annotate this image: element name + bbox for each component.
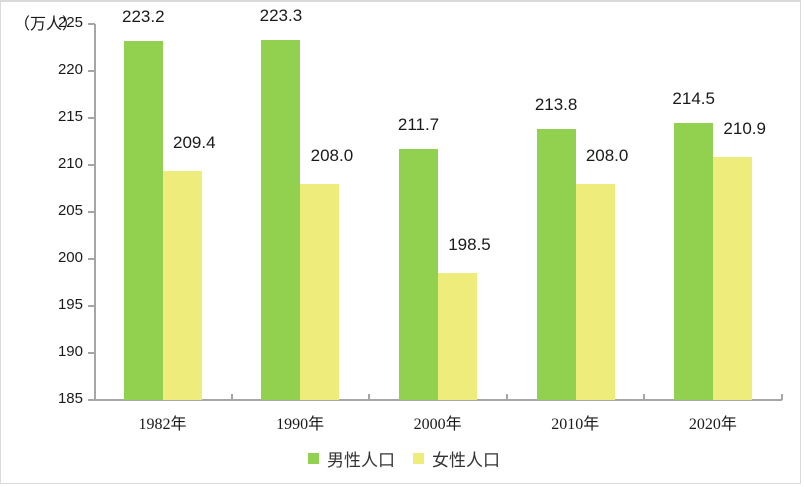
legend-item: 男性人口	[308, 446, 395, 471]
x-axis-label: 1990年	[276, 416, 325, 433]
y-axis-tick	[88, 23, 95, 25]
legend-swatch-icon	[308, 453, 319, 464]
y-axis-tick-label: 185	[57, 390, 83, 407]
bar-female-population	[438, 273, 477, 400]
bar-female-population	[162, 170, 202, 400]
bar-female-population	[713, 156, 753, 400]
y-axis-tick-label: 215	[57, 108, 83, 125]
x-axis-label: 2020年	[688, 416, 737, 433]
y-axis-tick-label: 220	[57, 61, 83, 78]
x-axis-line	[94, 399, 782, 401]
y-axis-tick	[88, 258, 95, 260]
x-axis-tick	[230, 394, 233, 400]
data-label: 213.8	[534, 95, 578, 115]
bar-male-population	[261, 39, 301, 400]
x-axis-tick	[505, 394, 508, 400]
data-label: 198.5	[448, 235, 491, 255]
y-axis-tick	[88, 352, 95, 354]
data-label: 208.0	[310, 145, 354, 165]
y-axis-tick-label: 190	[57, 343, 83, 360]
y-axis-tick	[88, 305, 95, 307]
y-axis-tick	[88, 399, 95, 401]
legend: 男性人口 女性人口	[308, 446, 518, 471]
y-axis-tick-label: 200	[57, 249, 83, 266]
y-axis-tick-label: 225	[57, 14, 83, 31]
y-axis-unit-label: （万人）	[14, 16, 79, 33]
legend-label: 男性人口	[327, 451, 395, 470]
data-label: 223.3	[259, 5, 303, 25]
data-label: 208.0	[585, 145, 629, 165]
data-label: 210.9	[723, 118, 766, 138]
y-axis-line	[94, 24, 96, 401]
bar-male-population	[123, 40, 163, 400]
y-axis-tick	[88, 70, 95, 72]
bar-male-population	[674, 122, 714, 400]
y-axis-tick	[88, 211, 95, 213]
legend-label: 女性人口	[432, 451, 500, 470]
y-axis-tick	[88, 117, 95, 119]
y-axis-tick-label: 195	[57, 296, 83, 313]
bar-female-population	[575, 183, 615, 400]
y-axis-tick-label: 210	[57, 155, 83, 172]
bar-male-population	[399, 149, 438, 400]
legend-swatch-icon	[413, 453, 424, 464]
data-label: 211.7	[397, 115, 440, 135]
bar-female-population	[300, 183, 340, 400]
y-axis-tick-label: 205	[57, 202, 83, 219]
x-axis-tick	[368, 394, 371, 400]
legend-item: 女性人口	[413, 446, 500, 471]
x-axis-label: 2010年	[551, 416, 600, 433]
x-axis-tick	[781, 394, 783, 400]
data-label: 223.2	[122, 6, 165, 26]
bar-male-population	[536, 129, 576, 400]
data-label: 209.4	[173, 132, 216, 152]
data-label: 214.5	[672, 88, 715, 108]
x-axis-tick	[643, 394, 646, 400]
x-axis-label: 1982年	[138, 416, 187, 433]
y-axis-tick	[88, 164, 95, 166]
x-axis-label: 2000年	[413, 416, 462, 433]
